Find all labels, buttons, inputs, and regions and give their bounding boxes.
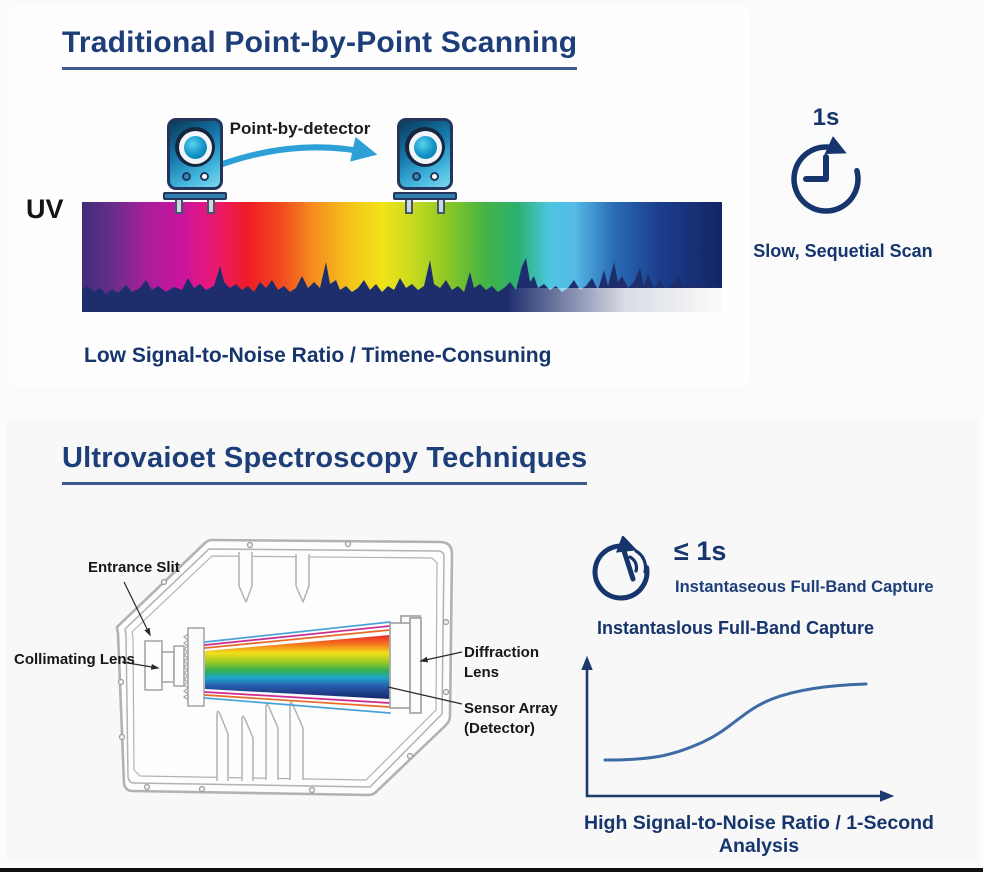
leader-lines	[121, 581, 463, 705]
top-baffles	[238, 552, 310, 603]
housing-screws	[117, 540, 450, 794]
scan-arrow-icon	[214, 136, 378, 169]
label-collimating-lens: Collimating Lens	[14, 651, 135, 668]
timer2-caption: Instantaseous Full-Band Capture	[675, 578, 934, 596]
detector-body	[167, 118, 223, 190]
detector-dots	[181, 172, 209, 181]
bottom-border	[0, 868, 983, 872]
spectrum-bar	[82, 202, 722, 312]
label-diffraction-lens: Diffraction Lens	[464, 644, 539, 681]
detector-lens-icon	[175, 127, 215, 167]
grating-plate	[183, 627, 205, 707]
spectrometer-diagram	[115, 538, 463, 797]
timer1-value: 1s	[812, 104, 840, 131]
sensor-array-shape	[389, 615, 422, 714]
clock-icon	[791, 136, 861, 214]
fast-clock-icon	[592, 536, 650, 601]
detector-legs	[405, 200, 445, 214]
detector-icon-right	[393, 118, 457, 214]
detector-body	[397, 118, 453, 190]
timer1-caption: Slow, Sequetial Scan	[753, 241, 933, 261]
detector-dots	[411, 172, 439, 181]
section1-header: Traditional Point-by-Point Scanning	[62, 26, 578, 70]
detector-stand	[163, 192, 227, 200]
label-entrance-slit: Entrance Slit	[88, 559, 180, 576]
detector-stand	[393, 192, 457, 200]
detector-lens-icon	[405, 127, 445, 167]
sigmoid-curve	[603, 682, 868, 762]
section1-footer: Low Signal-to-Noise Ratio / Timene-Consu…	[84, 344, 552, 367]
bottom-baffles	[216, 701, 304, 781]
section2-title: Ultrovaioet Spectroscopy Techniques	[62, 442, 588, 485]
detector-legs	[175, 200, 215, 214]
timer2-value: ≤ 1s	[674, 536, 727, 566]
chart-caption: High Signal-to-Noise Ratio / 1-Second An…	[584, 812, 934, 857]
detector-icon-left	[163, 118, 227, 214]
sigmoid-chart	[581, 655, 895, 802]
uv-label: UV	[26, 194, 64, 224]
label-sensor-array: Sensor Array (Detector)	[464, 700, 558, 737]
section1-title: Traditional Point-by-Point Scanning	[62, 26, 578, 70]
section2-header: Ultrovaioet Spectroscopy Techniques	[62, 442, 588, 485]
scan-arrow-label: Point-by-detector	[229, 119, 371, 138]
signal-fadeout	[507, 288, 722, 312]
chart-title: Instantaslous Full-Band Capture	[597, 618, 875, 638]
rainbow-beam	[204, 621, 391, 714]
